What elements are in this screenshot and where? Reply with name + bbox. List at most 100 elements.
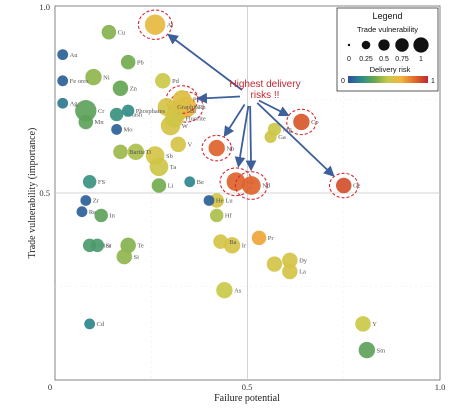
point-ag: Ag — [57, 97, 78, 109]
legend-size-circle-4 — [413, 37, 429, 53]
point-marker-ir — [223, 237, 241, 254]
legend: Legend Trade vulnerability 0 0.25 0.5 0.… — [336, 7, 439, 92]
point-pb: Pb — [120, 54, 144, 70]
point-label-fe-ores: Fe ores — [70, 78, 89, 85]
point-marker-as — [216, 282, 233, 299]
point-nd: Nd — [234, 171, 271, 200]
point-marker-ta — [149, 157, 169, 177]
x-axis-title: Failure potential — [214, 393, 280, 404]
point-label-sb: Sb — [166, 153, 173, 160]
point-hf: Hf — [209, 208, 233, 223]
callout-arrow-co — [258, 99, 290, 117]
point-marker-re — [76, 206, 88, 218]
point-he: He — [203, 195, 224, 206]
point-label-graphite: Graphite — [177, 104, 200, 111]
callout-arrows — [167, 33, 335, 177]
point-label-si: Si — [134, 254, 140, 261]
y-tick-top: 1.0 — [39, 2, 50, 12]
point-marker-barite — [113, 144, 128, 160]
point-label-he: He — [216, 198, 224, 205]
point-graphite: Graphite — [157, 97, 200, 116]
point-label-ir: Ir — [242, 243, 247, 250]
point-marker-pr — [251, 230, 267, 246]
point-label-al: Al — [167, 22, 174, 29]
point-label-pd: Pd — [172, 78, 180, 85]
point-marker-in — [94, 208, 108, 223]
point-marker-potash — [109, 107, 124, 122]
point-marker-fe-ores — [57, 75, 69, 87]
point-marker-y — [355, 316, 371, 332]
point-marker-sm — [358, 341, 376, 359]
point-co: Co — [286, 108, 319, 136]
point-potash: Potash — [109, 107, 143, 122]
point-marker-v — [170, 136, 186, 153]
point-marker-la — [282, 263, 298, 280]
point-marker-nd — [241, 176, 261, 195]
point-label-sm: Sm — [377, 347, 386, 354]
point-label-pb: Pb — [137, 59, 144, 66]
point-fe-ores: Fe ores — [57, 75, 89, 87]
point-marker-pb — [120, 54, 136, 70]
point-re: Re — [76, 206, 96, 218]
point-fs: FS — [82, 175, 106, 189]
callout-arrow-al — [167, 33, 243, 91]
point-marker-zn — [112, 80, 129, 97]
point-label-sr: Sr — [106, 243, 113, 250]
point-label-ta: Ta — [170, 164, 177, 171]
legend-size-tick-4: 1 — [419, 56, 423, 63]
point-label-mg: Mg — [283, 127, 293, 134]
point-marker-mo — [111, 124, 122, 135]
point-marker-dy — [282, 252, 298, 269]
highlight-ring-co — [286, 108, 317, 136]
point-marker-zr — [80, 195, 92, 206]
point-label-w: W — [182, 123, 189, 130]
point-label-as: As — [234, 287, 242, 294]
point-ir: Ir — [223, 237, 247, 254]
callout-line-1: Highest delivery — [229, 79, 300, 90]
point-marker-cu — [101, 24, 117, 40]
point-label-cu: Cu — [118, 29, 126, 36]
point-phosphates: Phosphates — [122, 104, 166, 117]
legend-color-title: Delivery risk — [370, 65, 411, 74]
point-ga: Ga — [264, 130, 286, 144]
point-ti: Ti — [127, 143, 151, 161]
point-label-phosphates: Phosphates — [136, 108, 166, 115]
point-ba: Ba — [213, 234, 237, 249]
point-label-ba: Ba — [229, 239, 236, 246]
highlight-ring-nb — [201, 134, 232, 162]
point-marker-al — [144, 14, 166, 35]
callout-arrow-pt — [196, 92, 241, 104]
point-label-fs: FS — [98, 179, 106, 186]
point-v: V — [170, 136, 192, 153]
point-marker-li — [151, 178, 167, 193]
point-marker-nb — [208, 139, 225, 157]
point-label-au: Au — [70, 52, 79, 59]
legend-size-title: Trade vulnerability — [357, 25, 418, 34]
point-sr: Sr — [90, 238, 113, 253]
point-label-hf: Hf — [225, 213, 233, 220]
legend-color-min: 0 — [341, 78, 345, 85]
legend-size-tick-0: 0 — [347, 56, 351, 63]
point-cr: Cr — [75, 100, 105, 122]
point-label-ni: Ni — [103, 74, 110, 81]
point-ta: Ta — [149, 157, 177, 177]
callout-arrow-nb — [223, 103, 246, 138]
point-label-rh: Rh — [198, 104, 206, 111]
point-label-in: In — [109, 213, 115, 220]
point-marker-ge — [336, 177, 352, 194]
point-label-li: Li — [168, 183, 174, 190]
point-cd: Cd — [84, 318, 105, 330]
point-label-mn: Mn — [95, 119, 105, 126]
legend-size-tick-1: 0.25 — [359, 56, 373, 63]
point-marker-pt — [172, 90, 192, 109]
point-label-co: Co — [311, 119, 319, 126]
callout-arrow-ru — [234, 105, 250, 168]
point-marker-sr — [90, 238, 105, 253]
point-marker-pd — [155, 73, 171, 89]
point-y: Y — [355, 316, 377, 332]
point-marker-si — [116, 248, 133, 265]
point-label-nd: Nd — [262, 183, 271, 190]
point-marker-phosphates — [122, 104, 135, 117]
point-label-zn: Zn — [130, 85, 138, 92]
